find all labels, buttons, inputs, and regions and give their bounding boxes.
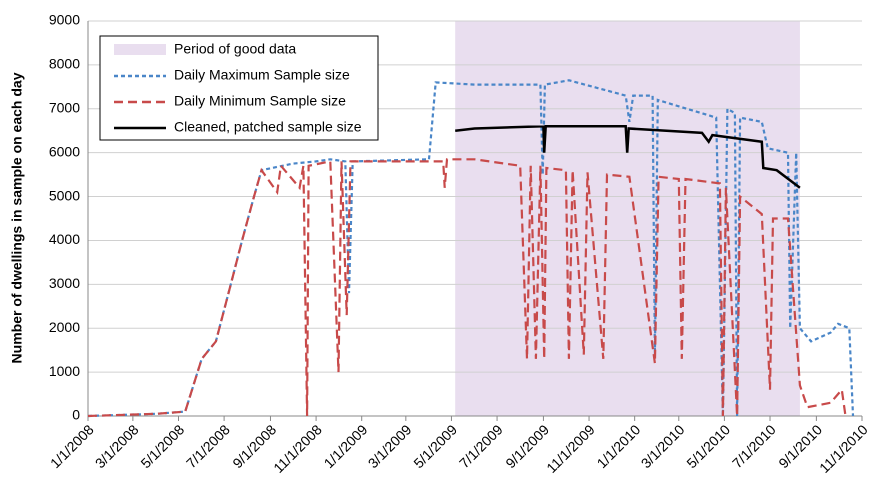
x-tick-label: 1/1/2008 xyxy=(47,421,97,471)
y-tick-label: 1000 xyxy=(49,363,80,379)
x-tick-label: 11/1/2009 xyxy=(543,421,598,476)
legend-label: Daily Minimum Sample size xyxy=(174,93,346,109)
y-tick-label: 9000 xyxy=(49,12,80,28)
series-line xyxy=(87,158,847,418)
x-tick-label: 3/1/2008 xyxy=(92,421,142,471)
x-tick-label: 5/1/2010 xyxy=(683,421,733,471)
good-data-period xyxy=(455,21,800,416)
x-tick-label: 5/1/2009 xyxy=(410,421,460,471)
y-tick-label: 2000 xyxy=(49,319,80,335)
y-axis-title: Number of dwellings in sample on each da… xyxy=(9,72,25,363)
y-tick-label: 7000 xyxy=(49,99,80,115)
y-tick-label: 5000 xyxy=(49,187,80,203)
series-line xyxy=(455,125,801,189)
y-tick-label: 3000 xyxy=(49,275,80,291)
y-tick-label: 6000 xyxy=(49,143,80,159)
legend-label: Cleaned, patched sample size xyxy=(174,119,362,135)
x-tick-label: 1/1/2009 xyxy=(321,421,371,471)
x-tick-label: 5/1/2008 xyxy=(137,421,187,471)
x-tick-label: 7/1/2008 xyxy=(183,421,233,471)
x-tick-label: 7/1/2010 xyxy=(729,421,779,471)
y-tick-label: 8000 xyxy=(49,56,80,72)
y-tick-label: 0 xyxy=(72,407,80,423)
legend-swatch xyxy=(114,44,166,55)
x-tick-label: 3/1/2010 xyxy=(638,421,688,471)
y-tick-label: 4000 xyxy=(49,231,80,247)
x-tick-label: 7/1/2009 xyxy=(456,421,506,471)
legend-label: Period of good data xyxy=(174,41,296,57)
x-tick-label: 1/1/2010 xyxy=(594,421,644,471)
x-tick-label: 11/1/2010 xyxy=(816,421,870,476)
series-line xyxy=(87,79,855,418)
legend-label: Daily Maximum Sample size xyxy=(174,67,350,83)
x-tick-label: 3/1/2009 xyxy=(365,421,415,471)
x-tick-label: 11/1/2008 xyxy=(270,421,325,476)
